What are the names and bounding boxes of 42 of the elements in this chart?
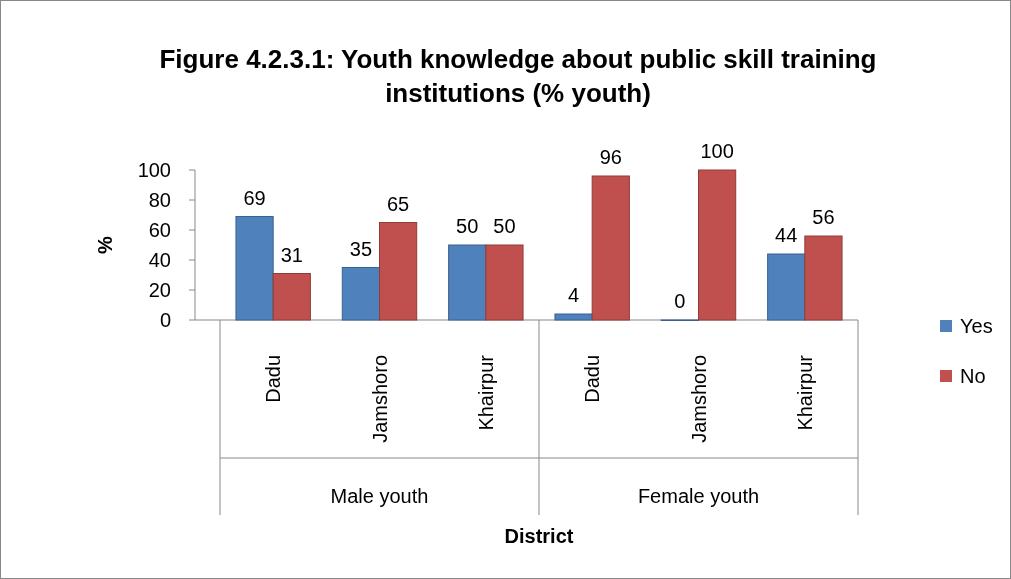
bar — [485, 244, 524, 321]
x-axis-title: District — [504, 525, 574, 547]
data-label: 69 — [243, 186, 266, 209]
bar — [379, 222, 418, 321]
bar — [698, 169, 737, 321]
data-label: 0 — [674, 290, 686, 312]
bar — [272, 273, 311, 321]
legend-label: No — [960, 365, 986, 387]
y-tick-label: 20 — [148, 279, 171, 301]
x-tick-label: Khairpur — [474, 354, 497, 431]
y-tick-label: 80 — [148, 189, 171, 211]
x-tick-label: Jamshoro — [687, 355, 710, 443]
data-label: 4 — [568, 284, 580, 306]
y-tick-label: 40 — [148, 249, 171, 271]
data-label: 96 — [599, 146, 622, 168]
bar — [341, 267, 380, 321]
chart-title: Figure 4.2.3.1: Youth knowledge about public skill training institutions (% youth) — [159, 44, 877, 108]
data-label: 100 — [700, 140, 734, 162]
x-tick-label: Jamshoro — [368, 355, 391, 443]
x-tick-label: Dadu — [581, 355, 604, 403]
y-tick-label: 60 — [148, 219, 171, 241]
data-label: 50 — [456, 215, 479, 237]
text: Female youth — [637, 485, 760, 507]
data-label: 31 — [280, 243, 303, 266]
x-tick-label: Dadu — [262, 355, 285, 403]
bar — [591, 175, 630, 321]
data-label: 65 — [386, 192, 410, 215]
bar — [448, 244, 487, 321]
y-tick-label: 100 — [137, 159, 171, 181]
x-tick-label: Khairpur — [793, 354, 816, 431]
bar — [767, 253, 806, 321]
y-tick-label: 0 — [159, 309, 171, 331]
data-label: 56 — [812, 206, 835, 228]
data-label: 44 — [775, 224, 798, 246]
data-label: 50 — [493, 215, 516, 237]
bar — [235, 216, 274, 321]
y-axis-title: % — [94, 235, 116, 254]
text: Male youth — [330, 485, 429, 507]
bar — [804, 235, 843, 321]
legend-label: Yes — [960, 315, 993, 337]
data-label: 35 — [349, 237, 373, 260]
bar — [554, 313, 593, 321]
